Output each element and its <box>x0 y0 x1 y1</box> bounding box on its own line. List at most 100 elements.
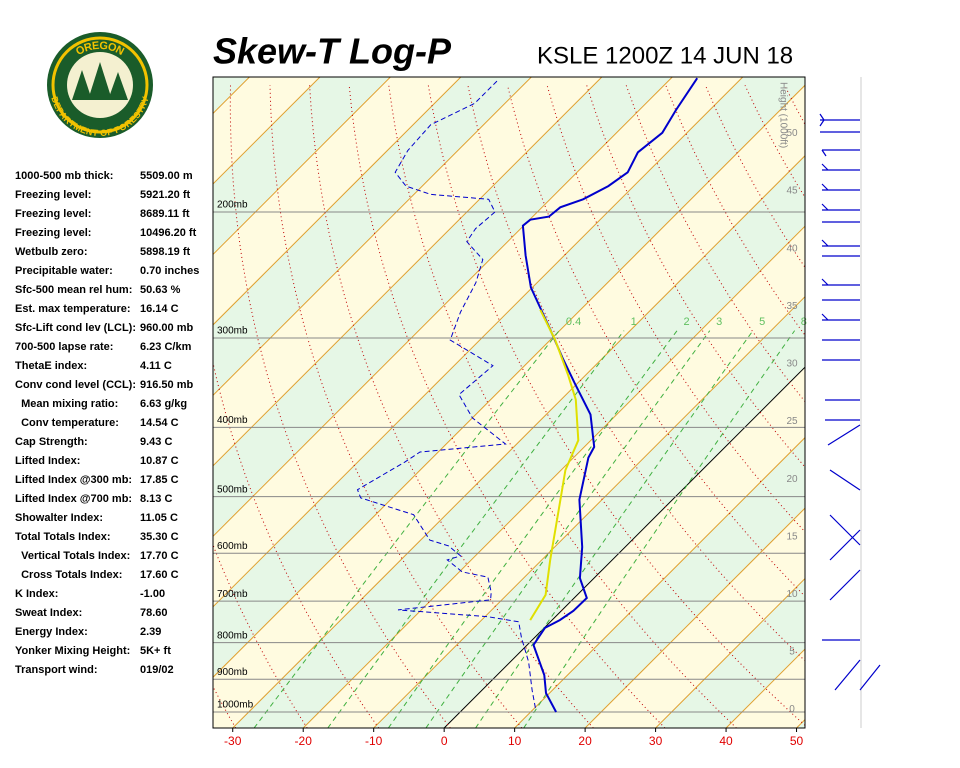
y2-tick-label: 25 <box>786 416 798 427</box>
stat-label: 1000-500 mb thick: <box>15 170 113 182</box>
mixing-ratio-label: 8 <box>801 316 807 328</box>
stat-label: Lifted Index @700 mb: <box>15 493 132 505</box>
dry-adiabat <box>824 85 960 728</box>
y-tick-label: 900mb <box>217 667 248 678</box>
logo: OREGON DEPARTMENT OF FORESTRY <box>47 32 153 138</box>
stat-value: 10.87 C <box>140 455 179 467</box>
stat-value: 6.23 C/km <box>140 341 192 353</box>
stat-value: 9.43 C <box>140 436 172 448</box>
y-tick-label: 800mb <box>217 630 248 641</box>
dry-adiabat <box>943 85 960 728</box>
mixing-ratio-line <box>327 330 625 728</box>
isotherm <box>213 84 805 678</box>
chart-subtitle: KSLE 1200Z 14 JUN 18 <box>537 42 793 69</box>
logo-top-text: OREGON <box>74 40 126 58</box>
y2-tick-label: 15 <box>786 531 798 542</box>
stat-label: Wetbulb zero: <box>15 246 88 258</box>
isotherm <box>232 155 805 728</box>
isotherm <box>213 77 462 326</box>
isotherm-band <box>213 77 805 678</box>
mixing-ratio-label: 3 <box>716 316 722 328</box>
isotherm <box>443 366 805 728</box>
isotherm <box>213 77 673 538</box>
logo-top: OREGON <box>74 40 126 58</box>
stat-label: Cross Totals Index: <box>15 569 122 581</box>
stat-label: Yonker Mixing Height: <box>15 645 130 657</box>
y2-tick-label: 0 <box>789 704 795 715</box>
stats-panel: 1000-500 mb thick: 5509.00 m Freezing leve… <box>15 170 199 676</box>
stat-label: Lifted Index: <box>15 455 80 467</box>
stat-value: 916.50 mb <box>140 379 193 391</box>
stat-label: Est. max temperature: <box>15 303 131 315</box>
y2-tick-label: 30 <box>786 359 798 370</box>
isotherm <box>796 718 805 728</box>
mixing-ratio-label: 0.4 <box>566 316 581 328</box>
dry-adiabat <box>864 85 960 728</box>
stat-label: Lifted Index @300 mb: <box>15 474 132 486</box>
stat-label: K Index: <box>15 588 58 600</box>
mixing-ratio-label: 2 <box>683 316 689 328</box>
y2-tick-label: 35 <box>786 301 798 312</box>
isotherm <box>213 77 603 467</box>
stat-label: ThetaE index: <box>15 360 87 372</box>
x-tick-label: 10 <box>508 734 522 748</box>
mixing-ratio-line <box>253 330 560 728</box>
stat-label: Precipitable water: <box>15 265 113 277</box>
isotherm-band <box>796 719 805 728</box>
y2-tick-label: 10 <box>786 589 798 600</box>
y-tick-label: 600mb <box>217 541 248 552</box>
stat-value: 019/02 <box>140 664 174 676</box>
stat-label: Conv cond level (CCL): <box>15 379 136 391</box>
stat-label: Conv temperature: <box>15 417 119 429</box>
plot-frame <box>212 76 806 729</box>
isotherm <box>302 225 805 728</box>
stat-label: Freezing level: <box>15 208 91 220</box>
isotherm <box>584 507 805 728</box>
x-tick-label: 50 <box>790 734 804 748</box>
wind-barbs <box>819 113 881 691</box>
y2-tick-label: 50 <box>786 128 798 139</box>
stat-value: 10496.20 ft <box>140 227 197 239</box>
stat-value: 17.70 C <box>140 550 179 562</box>
x-tick-label: -30 <box>224 734 242 748</box>
y-tick-label: 500mb <box>217 484 248 495</box>
isotherm <box>213 77 532 397</box>
y2-axis-label: Height (1000ft) <box>777 82 788 148</box>
stat-value: 50.63 % <box>140 284 181 296</box>
stat-value: 4.11 C <box>140 360 172 372</box>
stat-value: 5K+ ft <box>140 645 171 657</box>
stat-value: -1.00 <box>140 588 165 600</box>
stat-label: Total Totals Index: <box>15 531 111 543</box>
stat-label: Showalter Index: <box>15 512 103 524</box>
stat-label: Sfc-500 mean rel hum: <box>15 284 132 296</box>
stat-label: Mean mixing ratio: <box>15 398 118 410</box>
plot: 0.4 1 2 3 5 81000mb900mb800mb700mb600mb500mb4… <box>213 77 807 748</box>
y2-tick-label: 45 <box>786 186 798 197</box>
stat-value: 5898.19 ft <box>140 246 190 258</box>
stat-label: Sweat Index: <box>15 607 82 619</box>
mixing-ratio-line <box>425 330 711 728</box>
stat-value: 5921.20 ft <box>140 189 190 201</box>
stat-value: 78.60 <box>140 607 168 619</box>
stat-value: 8.13 C <box>140 493 172 505</box>
y-tick-label: 200mb <box>217 200 248 211</box>
stat-value: 17.60 C <box>140 569 179 581</box>
stat-label: Energy Index: <box>15 626 88 638</box>
y2-tick-label: 40 <box>786 243 798 254</box>
x-tick-label: -10 <box>365 734 383 748</box>
stat-value: 14.54 C <box>140 417 179 429</box>
y-tick-label: 700mb <box>217 589 248 600</box>
mixing-ratio-line <box>475 330 754 728</box>
stat-value: 35.30 C <box>140 531 179 543</box>
isotherm-band <box>213 85 805 728</box>
y-tick-label: 1000mb <box>217 700 254 711</box>
mixing-ratio-line <box>523 330 796 728</box>
y2-tick-label: 20 <box>786 474 798 485</box>
chart-title: Skew-T Log-P <box>213 31 452 72</box>
isotherm <box>867 77 960 728</box>
stat-value: 16.14 C <box>140 303 179 315</box>
isotherm <box>213 77 391 256</box>
sounding-line <box>356 80 536 708</box>
x-tick-label: 0 <box>441 734 448 748</box>
